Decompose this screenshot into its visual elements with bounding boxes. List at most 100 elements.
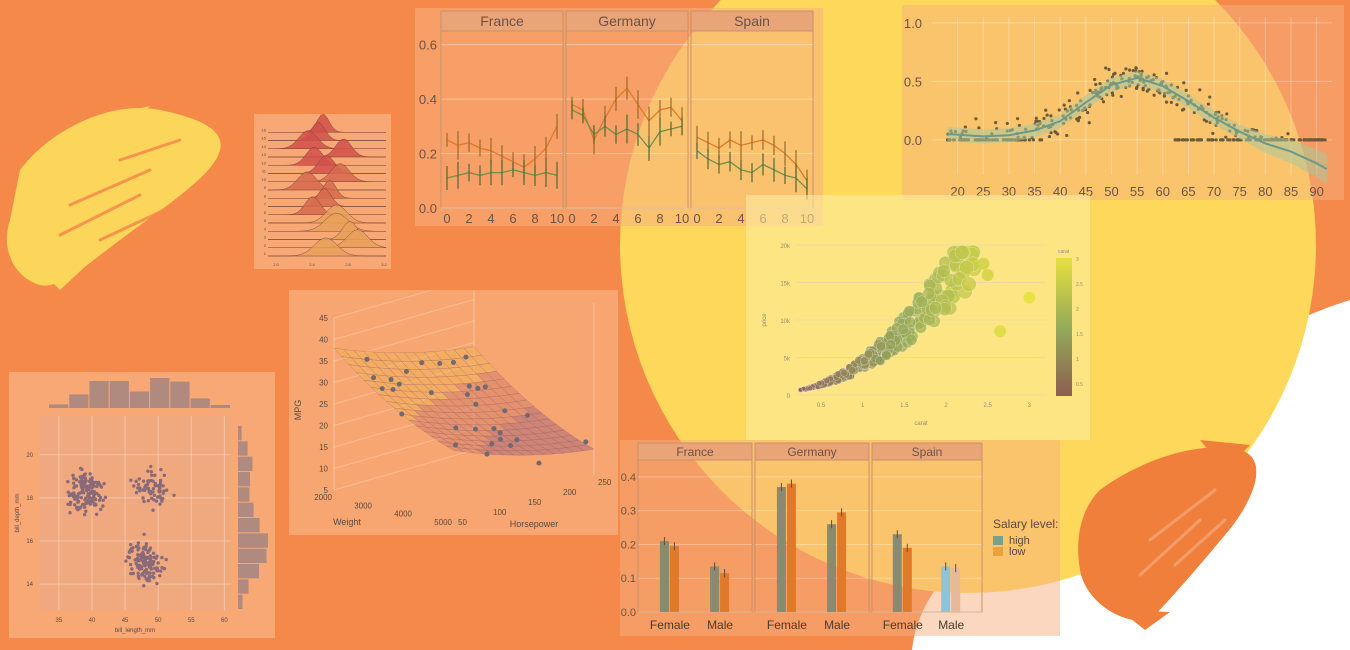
legend-tick-label: 2 — [1076, 307, 1079, 313]
data-point — [90, 496, 95, 501]
y-tick-label: 150 — [528, 498, 542, 507]
data-point — [1173, 138, 1177, 142]
data-point — [1062, 103, 1066, 107]
data-point — [958, 260, 975, 276]
data-point — [1135, 85, 1139, 89]
row-label: 16 — [262, 127, 267, 132]
histogram-bar — [238, 548, 267, 563]
y-tick-label: 250 — [598, 478, 612, 487]
data-point — [158, 502, 162, 506]
data-point — [149, 464, 153, 469]
data-point — [87, 501, 91, 505]
bar — [892, 534, 902, 612]
data-point — [126, 555, 130, 559]
ridge-density — [267, 237, 387, 257]
data-point — [482, 384, 488, 390]
data-point — [97, 498, 102, 502]
data-point — [885, 339, 896, 350]
data-point — [1031, 138, 1036, 142]
data-point — [897, 323, 909, 335]
data-point — [145, 482, 150, 487]
data-point — [72, 503, 77, 507]
data-point — [142, 532, 146, 537]
histogram-bar — [238, 564, 259, 579]
x-tick-label: 2000 — [314, 493, 332, 502]
y-tick-label: 0.0 — [419, 201, 437, 216]
ridge-density — [268, 188, 386, 207]
data-point — [475, 385, 481, 391]
data-point — [1224, 135, 1228, 139]
z-tick-label: 10 — [319, 465, 328, 474]
data-point — [72, 477, 76, 481]
data-point — [151, 508, 155, 512]
histogram-bar — [238, 472, 250, 487]
data-point — [453, 425, 459, 431]
data-point — [1226, 138, 1230, 142]
data-point — [162, 566, 167, 571]
confidence-band — [947, 70, 1327, 185]
data-point — [144, 570, 148, 574]
x-tick-label: 75 — [1232, 184, 1246, 199]
legend-swatch — [993, 547, 1003, 556]
data-point — [141, 571, 145, 576]
z-tick-label: 35 — [319, 357, 328, 366]
row-label: 5 — [264, 218, 267, 223]
data-point — [371, 375, 377, 381]
data-point — [859, 356, 869, 366]
bubble-scatter-chart: 0 5k 10k 15k 20k 0.5 1 1.5 2 2.5 3 carat price carat 3… — [746, 195, 1090, 440]
x-tick-label: 2.5 — [983, 403, 992, 409]
data-point — [97, 493, 101, 498]
data-point — [399, 411, 405, 417]
data-point — [92, 484, 96, 488]
data-point — [81, 490, 86, 495]
legend-tick-label: 1.5 — [1076, 332, 1083, 338]
data-point — [1228, 138, 1232, 142]
histogram-bar — [238, 533, 268, 548]
x-axis-label: carat — [914, 421, 928, 427]
data-point — [137, 576, 141, 581]
data-point — [1127, 68, 1132, 72]
data-point — [1065, 133, 1069, 138]
histogram-bar — [89, 381, 109, 408]
x-tick-label: 0 — [568, 211, 575, 226]
data-point — [87, 484, 92, 489]
bar — [941, 566, 951, 612]
data-point — [364, 356, 370, 362]
facet-frame — [871, 459, 983, 613]
data-point — [142, 546, 146, 550]
data-point — [864, 349, 874, 359]
legend-tick-label: 0.5 — [1076, 382, 1083, 388]
data-point — [95, 484, 99, 489]
surface-3d-chart: 5 10 15 20 25 30 35 40 45 2000 3000 4000 5000 50 100 15… — [289, 290, 618, 535]
data-point — [83, 472, 87, 476]
data-point — [145, 486, 150, 490]
data-point — [138, 489, 142, 493]
data-point — [144, 577, 148, 581]
data-point — [1098, 81, 1102, 86]
data-point — [1134, 66, 1138, 70]
data-point — [1181, 138, 1186, 142]
data-point — [153, 481, 158, 486]
histogram-bar — [109, 381, 129, 408]
legend-title: Salary level: — [993, 517, 1058, 531]
data-point — [1044, 108, 1048, 112]
histogram-bar — [69, 394, 89, 408]
row-label: 1 — [264, 251, 267, 256]
data-point — [89, 482, 94, 486]
histogram-bar — [238, 456, 253, 471]
data-point — [1113, 71, 1117, 75]
data-point — [146, 479, 151, 483]
data-point — [977, 257, 990, 270]
data-point — [151, 562, 155, 567]
data-point — [124, 559, 128, 563]
data-point — [1303, 138, 1307, 142]
data-point — [1101, 100, 1106, 104]
data-point — [102, 482, 106, 486]
data-point — [816, 380, 823, 387]
data-point — [881, 350, 892, 361]
histogram-bar — [190, 398, 210, 408]
data-point — [1076, 91, 1080, 95]
data-point — [134, 490, 139, 495]
data-point — [151, 486, 156, 491]
data-point — [1323, 138, 1327, 142]
